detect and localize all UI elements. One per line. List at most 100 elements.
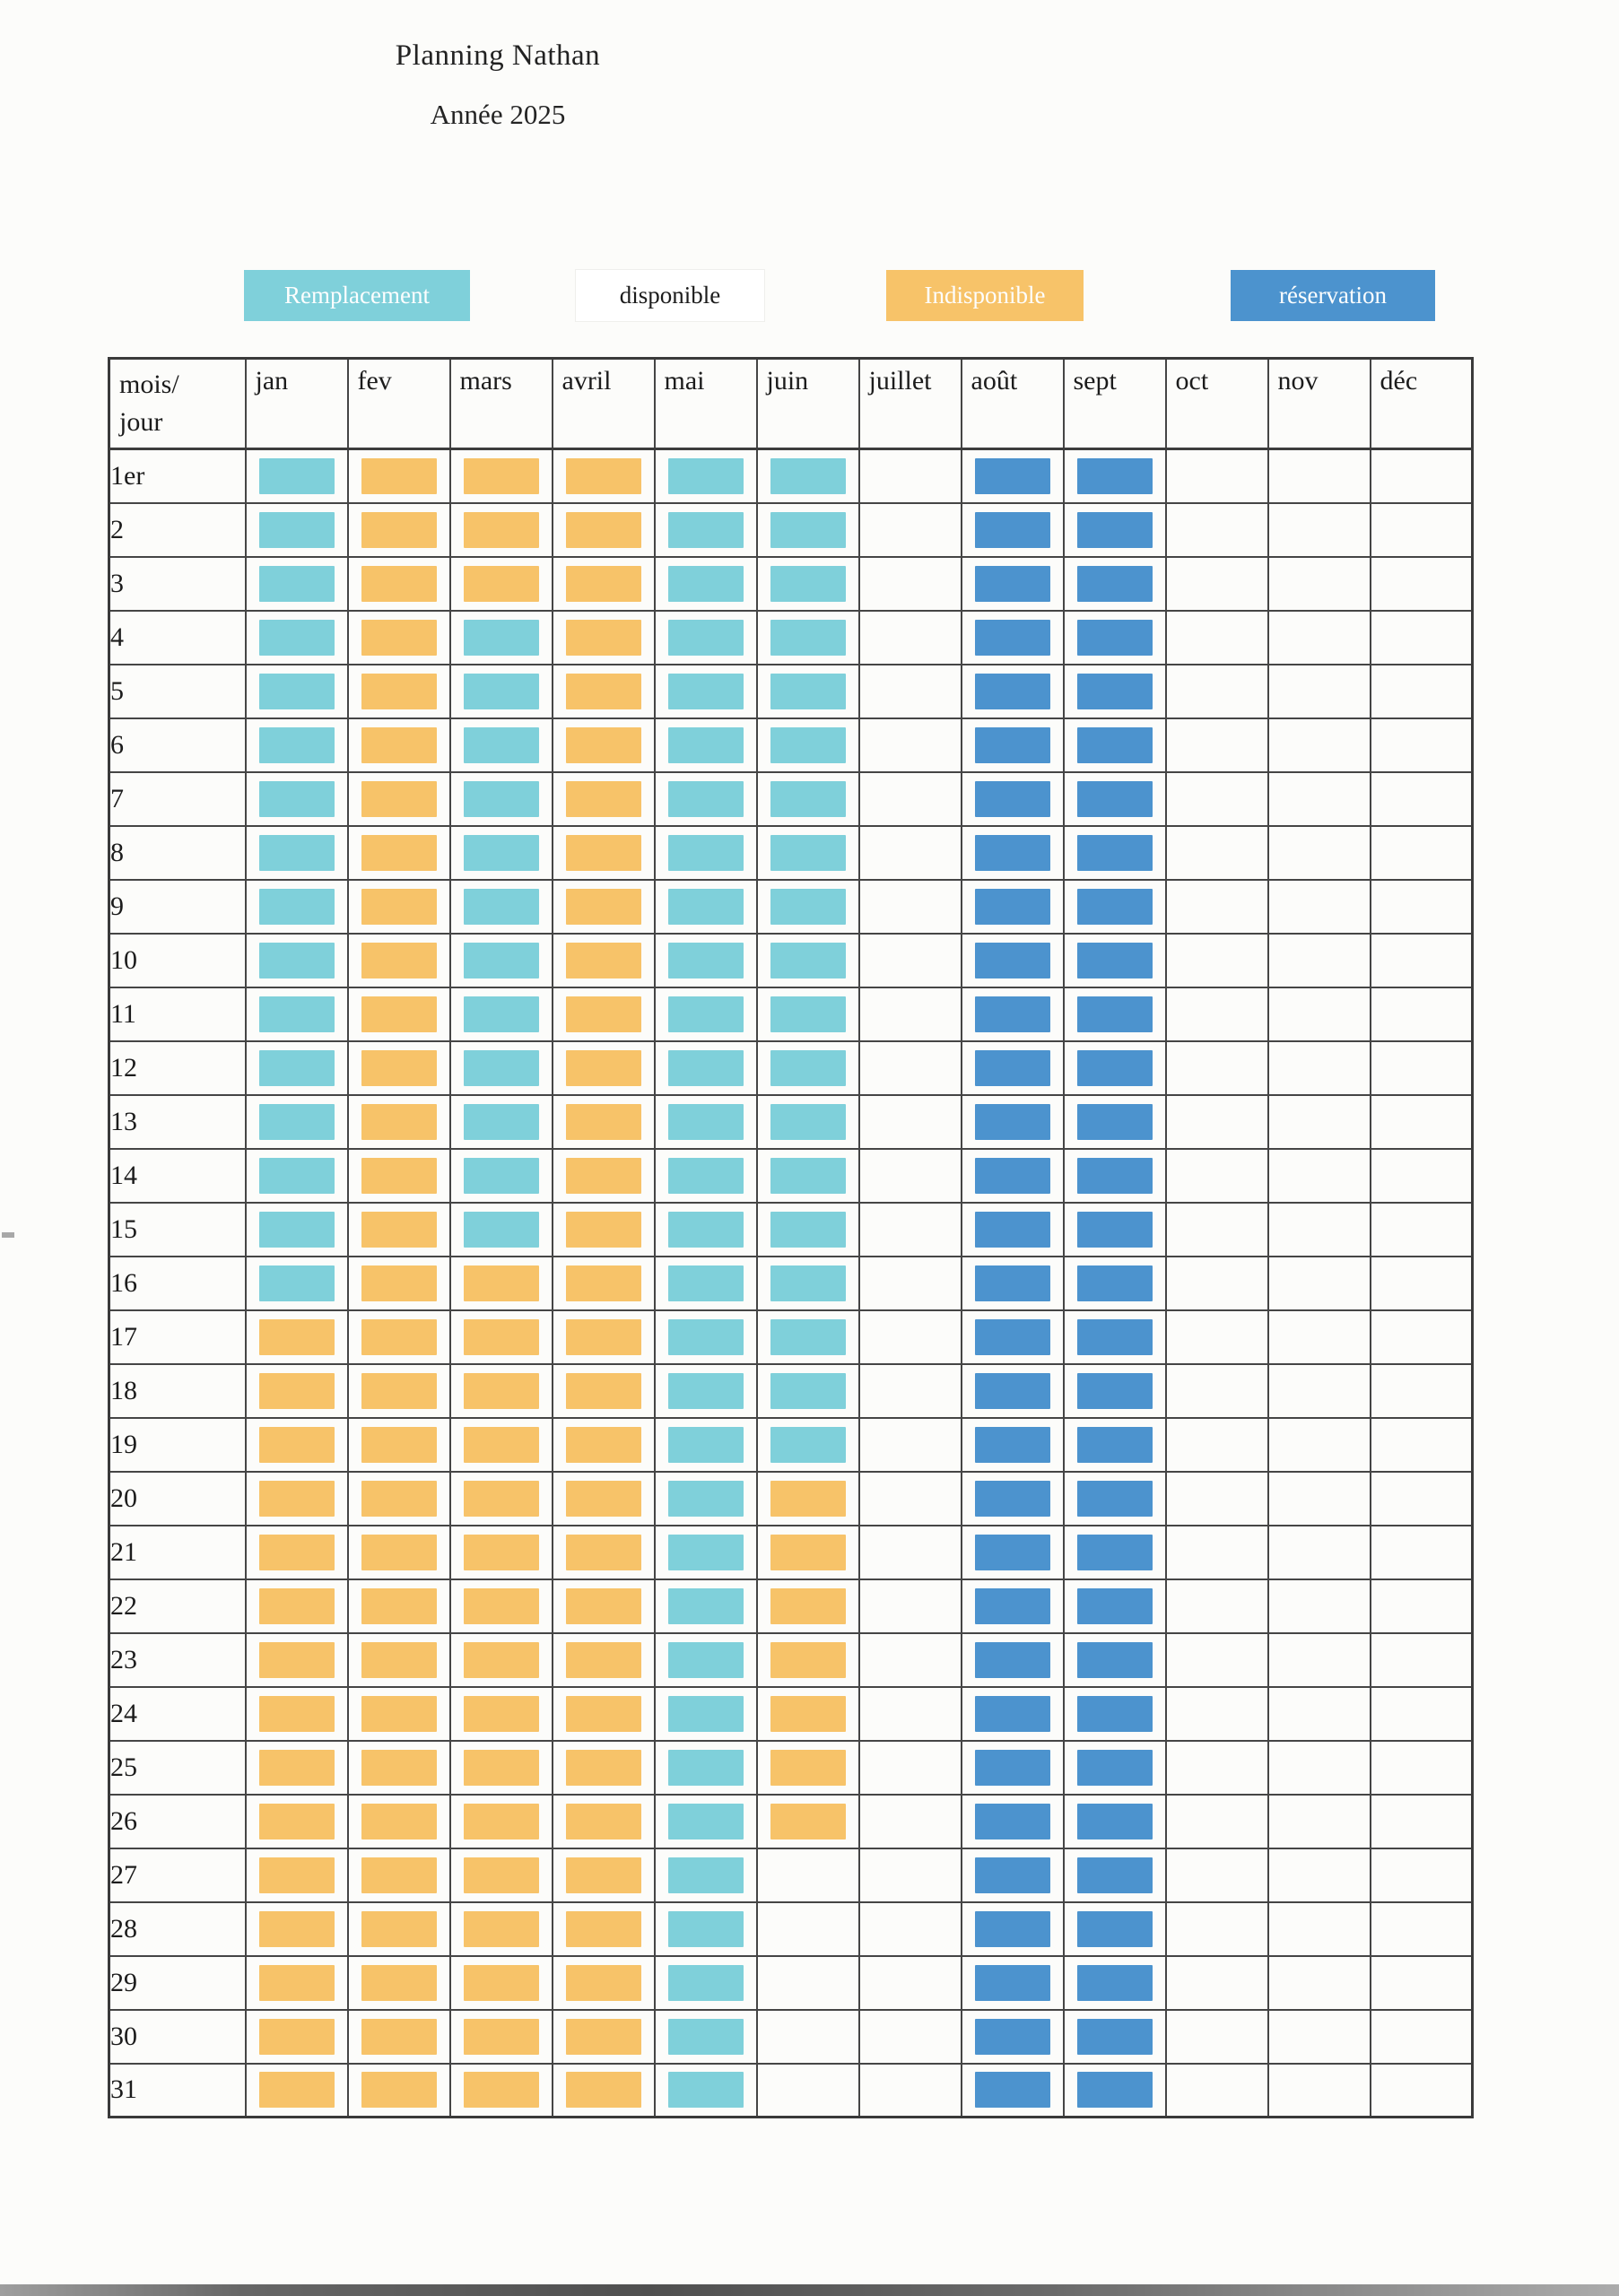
cell-août-28-réservation [960,1900,1065,1957]
status-block-indisponible [361,1803,437,1839]
status-block-indisponible [565,726,641,763]
cell-déc-23-disponible [1369,1631,1474,1688]
cell-mai-21-remplacement [653,1524,758,1580]
cell-mars-29-indisponible [448,1954,553,2011]
table-row-day-12: 12 [108,1039,1474,1096]
cell-oct-2-disponible [1164,501,1269,558]
status-block-réservation [1076,1910,1153,1947]
cell-déc-22-disponible [1369,1578,1474,1634]
cell-juin-30-disponible [755,2008,860,2065]
cell-juillet-19-disponible [857,1416,962,1473]
cell-mai-27-remplacement [653,1847,758,1903]
cell-jan-8-remplacement [244,824,349,881]
status-block-indisponible [565,1587,641,1624]
cell-fev-30-indisponible [346,2008,451,2065]
cell-déc-2-disponible [1369,501,1474,558]
status-block-réservation [1076,888,1153,925]
status-block-réservation [974,1372,1050,1409]
cell-avril-18-indisponible [551,1362,656,1419]
status-block-réservation [974,1587,1050,1624]
cell-août-20-réservation [960,1470,1065,1526]
page-title: Planning Nathan [395,39,601,72]
cell-mars-20-indisponible [448,1470,553,1526]
cell-mars-13-remplacement [448,1093,553,1150]
status-block-remplacement [463,996,539,1032]
status-block-remplacement [463,834,539,871]
status-block-indisponible [463,511,539,548]
cell-mai-4-remplacement [653,609,758,665]
status-block-remplacement [667,1803,744,1839]
status-block-indisponible [463,1803,539,1839]
cell-oct-7-disponible [1164,770,1269,827]
day-label: 3 [108,555,247,612]
cell-nov-2-disponible [1266,501,1371,558]
cell-oct-17-disponible [1164,1309,1269,1365]
cell-sept-17-réservation [1062,1309,1167,1365]
status-block-indisponible [565,1964,641,2001]
cell-juillet-29-disponible [857,1954,962,2011]
status-block-indisponible [258,1534,335,1570]
table-row-day-25: 25 [108,1739,1474,1796]
cell-fev-19-indisponible [346,1416,451,1473]
status-block-remplacement [258,457,335,494]
cell-nov-20-disponible [1266,1470,1371,1526]
cell-oct-20-disponible [1164,1470,1269,1526]
cell-juin-24-indisponible [755,1685,860,1742]
cell-oct-8-disponible [1164,824,1269,881]
status-block-indisponible [361,1103,437,1140]
cell-nov-12-disponible [1266,1039,1371,1096]
month-header-déc: déc [1369,357,1474,450]
status-block-indisponible [258,1964,335,2001]
cell-août-21-réservation [960,1524,1065,1580]
cell-juin-10-remplacement [755,932,860,988]
cell-mai-16-remplacement [653,1255,758,1311]
cell-oct-25-disponible [1164,1739,1269,1796]
cell-sept-4-réservation [1062,609,1167,665]
cell-oct-26-disponible [1164,1793,1269,1849]
cell-avril-9-indisponible [551,878,656,935]
cell-juin-6-remplacement [755,717,860,773]
status-block-remplacement [667,996,744,1032]
table-row-day-7: 7 [108,770,1474,827]
day-label: 16 [108,1255,247,1311]
cell-déc-20-disponible [1369,1470,1474,1526]
status-block-indisponible [565,511,641,548]
day-label: 9 [108,878,247,935]
cell-juillet-12-disponible [857,1039,962,1096]
cell-oct-23-disponible [1164,1631,1269,1688]
day-label: 8 [108,824,247,881]
status-block-indisponible [258,1426,335,1463]
status-block-indisponible [565,1103,641,1140]
cell-oct-24-disponible [1164,1685,1269,1742]
status-block-remplacement [667,511,744,548]
status-block-indisponible [770,1587,846,1624]
table-row-day-13: 13 [108,1093,1474,1150]
status-block-remplacement [667,834,744,871]
status-block-remplacement [667,888,744,925]
status-block-réservation [1076,780,1153,817]
legend-indisponible: Indisponible [886,270,1084,321]
day-label: 22 [108,1578,247,1634]
status-block-indisponible [565,1641,641,1678]
cell-juillet-9-disponible [857,878,962,935]
table-row-day-19: 19 [108,1416,1474,1473]
cell-nov-3-disponible [1266,555,1371,612]
cell-août-11-réservation [960,986,1065,1042]
cell-sept-28-réservation [1062,1900,1167,1957]
cell-déc-7-disponible [1369,770,1474,827]
cell-déc-10-disponible [1369,932,1474,988]
cell-déc-27-disponible [1369,1847,1474,1903]
status-block-réservation [974,1803,1050,1839]
status-block-indisponible [463,1910,539,1947]
cell-mars-27-indisponible [448,1847,553,1903]
cell-avril-24-indisponible [551,1685,656,1742]
status-block-indisponible [565,2018,641,2055]
day-label: 7 [108,770,247,827]
status-block-indisponible [565,565,641,602]
status-block-réservation [1076,996,1153,1032]
cell-avril-31-indisponible [551,2062,656,2118]
status-block-indisponible [361,1480,437,1517]
status-block-indisponible [361,673,437,709]
cell-sept-21-réservation [1062,1524,1167,1580]
cell-sept-11-réservation [1062,986,1167,1042]
